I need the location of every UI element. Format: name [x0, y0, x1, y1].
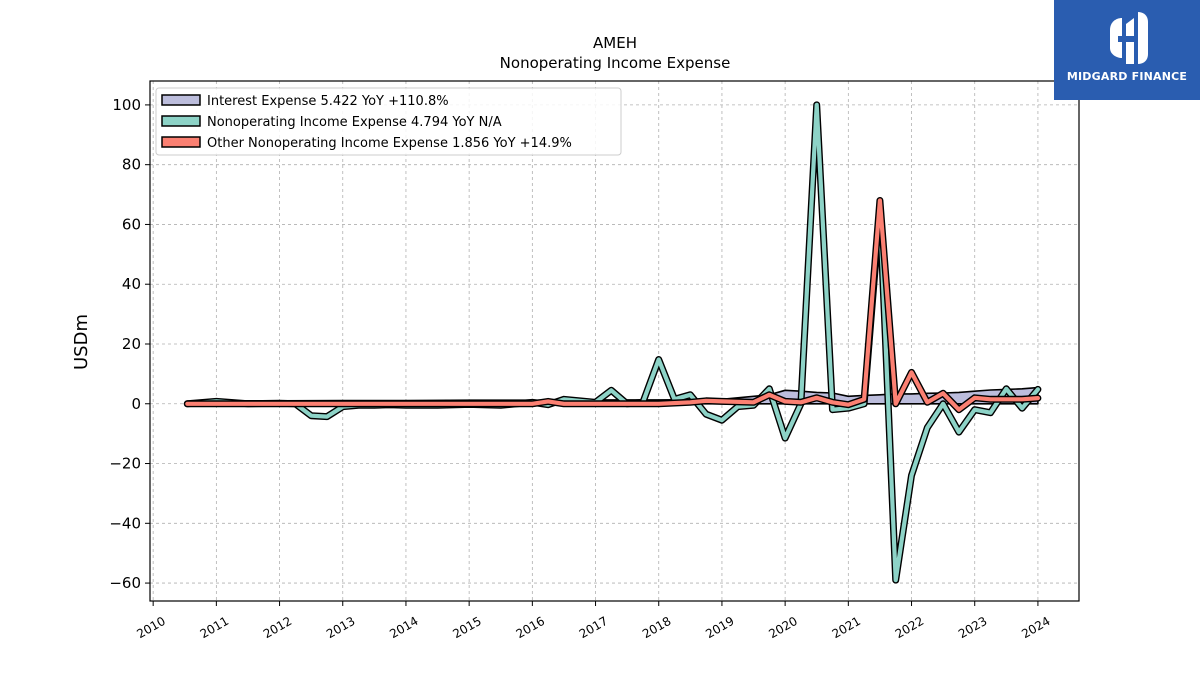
brand-logo-icon [1110, 12, 1148, 64]
y-tick-label: −20 [109, 455, 141, 473]
x-tick-label: 2013 [324, 614, 357, 641]
brand-logo: MIDGARD FINANCE [1054, 0, 1200, 100]
y-tick-label: 0 [131, 395, 141, 413]
x-tick-label: 2012 [261, 614, 294, 641]
legend-entry: Interest Expense 5.422 YoY +110.8% [207, 94, 449, 109]
series-layer [183, 101, 1042, 584]
series-line-other-nonoperating-income-expense [185, 198, 1041, 412]
x-tick-label: 2017 [577, 614, 610, 641]
x-tick-label: 2015 [450, 614, 483, 641]
x-tick-label: 2016 [514, 614, 547, 641]
chart-subtitle: Nonoperating Income Expense [500, 54, 731, 72]
y-tick-label: 40 [122, 275, 141, 293]
x-tick-label: 2010 [134, 614, 167, 641]
x-tick-label: 2011 [198, 614, 231, 641]
y-axis-label: USDm [71, 314, 92, 370]
legend-swatch [161, 94, 201, 106]
legend-swatch [161, 136, 201, 148]
x-tick-label: 2020 [766, 614, 799, 641]
x-tick-label: 2023 [956, 614, 989, 641]
y-tick-label: 80 [122, 156, 141, 174]
brand-logo-text: MIDGARD FINANCE [1066, 70, 1188, 83]
y-tick-label: 100 [112, 96, 141, 114]
legend-entry: Nonoperating Income Expense 4.794 YoY N/… [207, 115, 502, 130]
x-tick-label: 2019 [703, 614, 736, 641]
x-tick-label: 2018 [640, 614, 673, 641]
y-tick-label: 20 [122, 335, 141, 353]
legend: Interest Expense 5.422 YoY +110.8% Nonope… [155, 87, 622, 156]
series-line-nonoperating-income-expense [185, 102, 1041, 583]
y-tick-label: −40 [109, 514, 141, 532]
x-tick-label: 2022 [893, 614, 926, 641]
grid [150, 81, 1079, 601]
y-tick-label: 60 [122, 215, 141, 233]
x-tick-label: 2014 [387, 614, 420, 641]
y-tick-label: −60 [109, 574, 141, 592]
chart-title: AMEH [593, 34, 637, 52]
series-outline-nonoperating-income-expense [183, 101, 1042, 584]
legend-box [155, 87, 622, 156]
legend-entry: Other Nonoperating Income Expense 1.856 … [207, 136, 572, 151]
legend-swatch [161, 115, 201, 127]
x-tick-label: 2021 [830, 614, 863, 641]
x-tick-label: 2024 [1019, 614, 1052, 641]
plot-frame [149, 80, 1080, 602]
